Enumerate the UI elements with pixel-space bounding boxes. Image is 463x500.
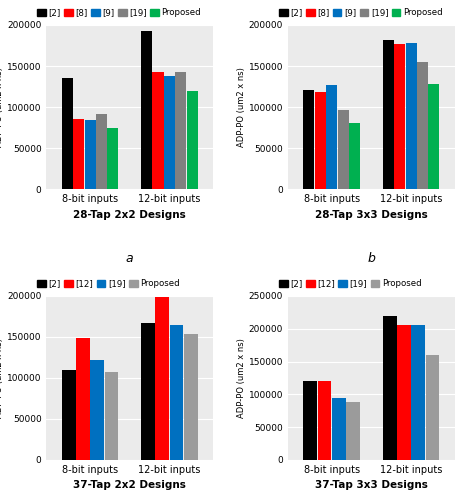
- Bar: [303, 381, 317, 460]
- Bar: [396, 326, 410, 460]
- Bar: [345, 402, 359, 460]
- Bar: [314, 92, 325, 189]
- Bar: [416, 62, 427, 189]
- X-axis label: 37-Tap 2x2 Designs: 37-Tap 2x2 Designs: [73, 480, 186, 490]
- X-axis label: 28-Tap 2x2 Designs: 28-Tap 2x2 Designs: [73, 210, 186, 220]
- Bar: [186, 90, 197, 189]
- Bar: [382, 40, 393, 189]
- Y-axis label: ADP-PO (um2 x ns): ADP-PO (um2 x ns): [237, 338, 245, 418]
- Bar: [405, 43, 416, 189]
- Bar: [104, 372, 118, 460]
- Bar: [331, 398, 345, 460]
- Bar: [337, 110, 348, 189]
- Bar: [427, 84, 438, 189]
- Y-axis label: ADP-PO (um2 x ns): ADP-PO (um2 x ns): [237, 67, 245, 147]
- Bar: [96, 114, 107, 189]
- Bar: [73, 120, 84, 189]
- Bar: [152, 72, 163, 189]
- Bar: [175, 72, 186, 189]
- Bar: [382, 316, 396, 460]
- Bar: [141, 323, 155, 460]
- Legend: [2], [12], [19], Proposed: [2], [12], [19], Proposed: [278, 280, 420, 288]
- Legend: [2], [12], [19], Proposed: [2], [12], [19], Proposed: [38, 280, 179, 288]
- Y-axis label: ADP-PO (um2 x ns): ADP-PO (um2 x ns): [0, 338, 4, 418]
- X-axis label: 37-Tap 3x3 Designs: 37-Tap 3x3 Designs: [314, 480, 427, 490]
- Bar: [169, 324, 183, 460]
- Bar: [183, 334, 197, 460]
- Y-axis label: ADP-PO (um2 x ns): ADP-PO (um2 x ns): [0, 67, 4, 147]
- Text: a: a: [125, 252, 133, 264]
- Bar: [107, 128, 118, 189]
- Bar: [325, 85, 337, 189]
- Bar: [62, 370, 75, 460]
- Bar: [155, 298, 169, 460]
- Bar: [348, 124, 359, 189]
- Bar: [141, 30, 152, 189]
- Bar: [393, 44, 404, 189]
- Bar: [317, 381, 331, 460]
- X-axis label: 28-Tap 3x3 Designs: 28-Tap 3x3 Designs: [314, 210, 427, 220]
- Bar: [76, 338, 90, 460]
- Legend: [2], [8], [9], [19], Proposed: [2], [8], [9], [19], Proposed: [278, 8, 442, 18]
- Bar: [303, 90, 314, 189]
- Bar: [410, 326, 424, 460]
- Bar: [425, 355, 438, 460]
- Bar: [90, 360, 104, 460]
- Text: b: b: [367, 252, 375, 264]
- Bar: [163, 76, 175, 189]
- Legend: [2], [8], [9], [19], Proposed: [2], [8], [9], [19], Proposed: [38, 8, 200, 18]
- Bar: [62, 78, 73, 189]
- Bar: [84, 120, 95, 189]
